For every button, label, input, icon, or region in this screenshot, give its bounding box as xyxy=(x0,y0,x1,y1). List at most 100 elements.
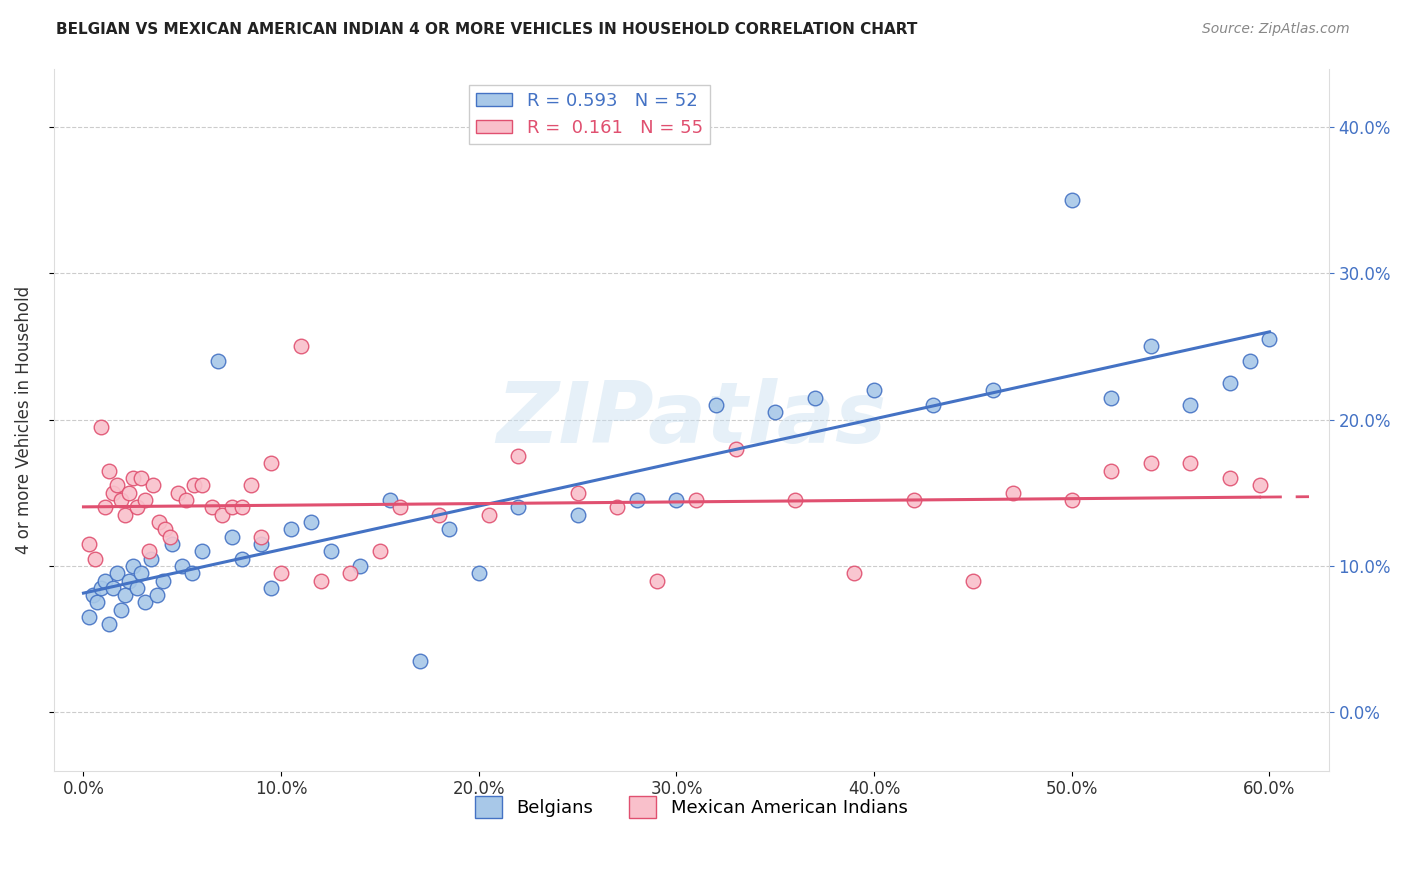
Point xyxy=(508,500,530,515)
Point xyxy=(378,493,401,508)
Point xyxy=(129,471,152,485)
Point xyxy=(181,566,204,581)
Text: BELGIAN VS MEXICAN AMERICAN INDIAN 4 OR MORE VEHICLES IN HOUSEHOLD CORRELATION C: BELGIAN VS MEXICAN AMERICAN INDIAN 4 OR … xyxy=(56,22,918,37)
Point xyxy=(114,508,136,522)
Point xyxy=(105,566,128,581)
Text: ZIPatlas: ZIPatlas xyxy=(496,378,886,461)
Point xyxy=(122,558,145,573)
Point xyxy=(142,478,165,492)
Point xyxy=(250,537,273,551)
Point xyxy=(408,654,430,668)
Point xyxy=(125,500,148,515)
Point xyxy=(148,515,170,529)
Point xyxy=(368,544,391,558)
Point xyxy=(319,544,342,558)
Point xyxy=(388,500,411,515)
Point xyxy=(159,530,181,544)
Point xyxy=(1258,332,1281,346)
Point xyxy=(1140,339,1163,353)
Point xyxy=(844,566,866,581)
Point xyxy=(240,478,263,492)
Point xyxy=(79,537,101,551)
Point xyxy=(260,581,283,595)
Point xyxy=(299,515,322,529)
Text: Source: ZipAtlas.com: Source: ZipAtlas.com xyxy=(1202,22,1350,37)
Point xyxy=(478,508,501,522)
Point xyxy=(94,500,117,515)
Point xyxy=(468,566,491,581)
Point xyxy=(1060,493,1083,508)
Point xyxy=(207,354,229,368)
Point xyxy=(437,522,460,536)
Point xyxy=(118,574,141,588)
Point xyxy=(981,384,1004,398)
Point xyxy=(1099,464,1122,478)
Point xyxy=(804,391,827,405)
Legend: Belgians, Mexican American Indians: Belgians, Mexican American Indians xyxy=(468,789,915,825)
Point xyxy=(724,442,747,456)
Point xyxy=(110,493,132,508)
Point xyxy=(1140,457,1163,471)
Point xyxy=(1219,471,1241,485)
Point xyxy=(567,485,589,500)
Point xyxy=(105,478,128,492)
Point xyxy=(191,544,214,558)
Point xyxy=(101,581,124,595)
Point xyxy=(1239,354,1261,368)
Point xyxy=(79,610,101,624)
Point xyxy=(98,617,121,632)
Point xyxy=(626,493,648,508)
Point xyxy=(290,339,312,353)
Point xyxy=(606,500,628,515)
Point xyxy=(183,478,205,492)
Point xyxy=(84,551,107,566)
Point xyxy=(191,478,214,492)
Point xyxy=(114,588,136,602)
Point xyxy=(118,485,141,500)
Point xyxy=(685,493,707,508)
Point xyxy=(863,384,886,398)
Point xyxy=(665,493,688,508)
Point xyxy=(162,537,184,551)
Point xyxy=(1249,478,1271,492)
Point xyxy=(82,588,104,602)
Point xyxy=(134,493,156,508)
Point xyxy=(174,493,197,508)
Point xyxy=(231,551,253,566)
Point xyxy=(645,574,668,588)
Point xyxy=(427,508,450,522)
Point xyxy=(86,595,108,609)
Point xyxy=(1099,391,1122,405)
Point xyxy=(763,405,786,419)
Y-axis label: 4 or more Vehicles in Household: 4 or more Vehicles in Household xyxy=(15,285,32,554)
Point xyxy=(152,574,174,588)
Point xyxy=(122,471,145,485)
Point xyxy=(221,500,243,515)
Point xyxy=(153,522,176,536)
Point xyxy=(1180,457,1202,471)
Point xyxy=(260,457,283,471)
Point xyxy=(250,530,273,544)
Point xyxy=(138,544,160,558)
Point xyxy=(280,522,302,536)
Point xyxy=(90,420,112,434)
Point xyxy=(270,566,292,581)
Point xyxy=(129,566,152,581)
Point xyxy=(922,398,945,412)
Point xyxy=(1001,485,1024,500)
Point xyxy=(110,603,132,617)
Point xyxy=(98,464,121,478)
Point xyxy=(349,558,371,573)
Point xyxy=(125,581,148,595)
Point xyxy=(339,566,361,581)
Point xyxy=(704,398,727,412)
Point xyxy=(231,500,253,515)
Point xyxy=(309,574,332,588)
Point xyxy=(145,588,167,602)
Point xyxy=(94,574,117,588)
Point xyxy=(139,551,162,566)
Point xyxy=(903,493,925,508)
Point xyxy=(90,581,112,595)
Point xyxy=(221,530,243,544)
Point xyxy=(962,574,984,588)
